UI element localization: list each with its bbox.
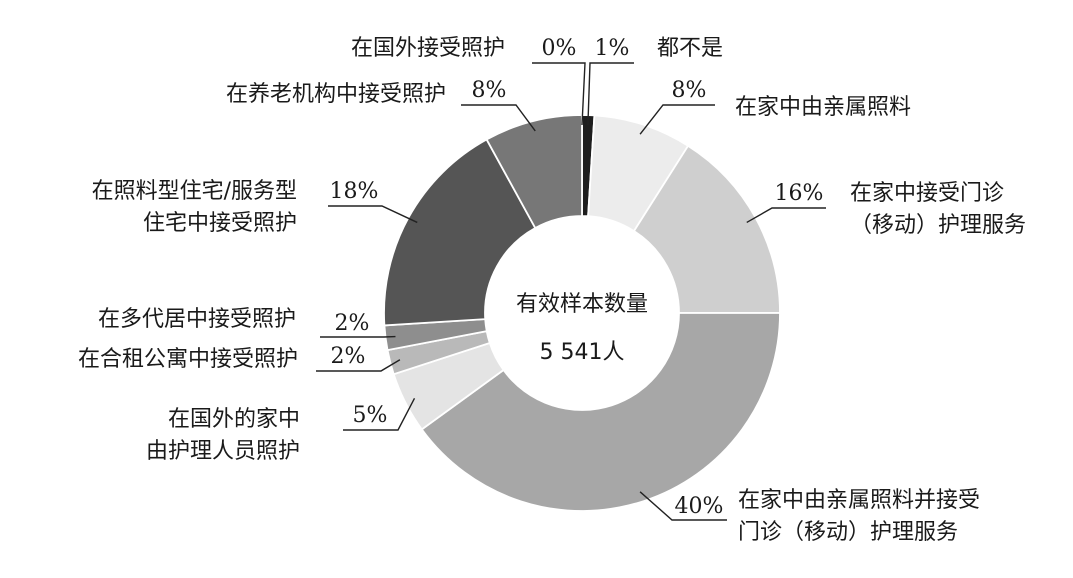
slice-label-4-line-1: 由护理人员照护 (146, 439, 300, 464)
slice-7 (383, 138, 537, 327)
center-label: 有效样本数量 5 541人 (516, 292, 648, 365)
leader-line-4 (343, 398, 416, 431)
slice-percent-4: 5% (353, 403, 388, 428)
slice-label-7-line-1: 住宅中接受照护 (143, 211, 297, 236)
slice-percent-6: 2% (335, 311, 370, 336)
leader-line-5 (316, 359, 401, 372)
slice-label-7-line-0: 在照料型住宅/服务型 (92, 179, 297, 204)
slice-label-4-line-0: 在国外的家中 (168, 407, 300, 432)
slice-label-9-line-0: 在国外接受照护 (351, 36, 505, 61)
slice-label-1-line-0: 在家中由亲属照料 (735, 95, 911, 120)
center-title: 有效样本数量 (516, 292, 648, 317)
slice-2 (632, 144, 781, 314)
slice-label-5-line-0: 在合租公寓中接受照护 (78, 347, 298, 372)
slice-3 (420, 312, 781, 512)
slice-percent-3: 40% (675, 494, 724, 519)
slice-percent-9: 0% (542, 36, 577, 61)
slice-label-3-line-0: 在家中由亲属照料并接受 (738, 488, 980, 513)
slice-labels: 1% 都不是 8% 在家中由亲属照料 16% 在家中接受门诊 （移动）护理服务 40% 在家中由… (78, 36, 1026, 545)
slice-percent-8: 8% (472, 78, 507, 103)
leader-lines (316, 62, 826, 521)
slice-label-3-line-1: 门诊（移动）护理服务 (738, 520, 958, 545)
leader-line-9 (532, 62, 586, 126)
slice-percent-7: 18% (330, 179, 379, 204)
center-count: 5 541人 (540, 340, 625, 365)
slice-label-2-line-1: （移动）护理服务 (850, 213, 1026, 238)
slices (383, 114, 781, 512)
slice-percent-2: 16% (775, 181, 824, 206)
slice-label-0-line-0: 都不是 (657, 36, 723, 61)
slice-label-8-line-0: 在养老机构中接受照护 (226, 82, 446, 107)
slice-label-2-line-0: 在家中接受门诊 (850, 181, 1004, 206)
slice-label-6-line-0: 在多代居中接受照护 (98, 307, 296, 332)
leader-line-1 (639, 104, 715, 135)
leader-line-7 (328, 205, 418, 224)
slice-percent-5: 2% (331, 344, 366, 369)
leader-line-0 (587, 62, 634, 126)
leader-line-3 (639, 491, 727, 521)
leader-line-2 (746, 207, 826, 224)
slice-percent-1: 8% (672, 78, 707, 103)
slice-percent-0: 1% (595, 36, 630, 61)
leader-line-8 (461, 104, 536, 132)
